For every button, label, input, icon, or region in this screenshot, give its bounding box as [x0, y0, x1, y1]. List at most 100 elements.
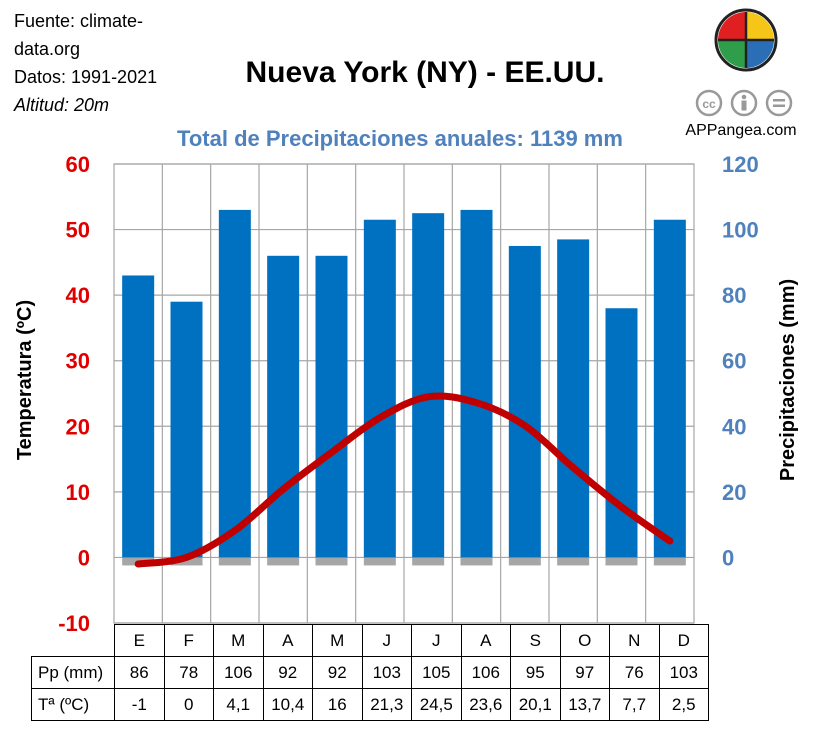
- precip-value: 92: [262, 656, 313, 689]
- month-label: M: [213, 624, 264, 657]
- precip-bar: [653, 219, 686, 558]
- precip-value: 97: [559, 656, 610, 689]
- precip-row-label: Pp (mm): [31, 656, 115, 689]
- month-label: N: [609, 624, 660, 657]
- left-tick-label: 30: [66, 349, 90, 374]
- month-label: E: [114, 624, 165, 657]
- table-corner: [32, 625, 115, 657]
- temp-value: 10,4: [262, 688, 313, 721]
- month-label: D: [658, 624, 709, 657]
- precip-bar-base: [412, 557, 445, 566]
- temp-value: -1: [114, 688, 165, 721]
- precip-bar: [267, 255, 300, 558]
- precip-bar-base: [460, 557, 493, 566]
- temp-value: 7,7: [609, 688, 660, 721]
- precip-bar: [557, 239, 590, 558]
- right-tick-label: 0: [722, 545, 734, 570]
- source-label-cont: data.org: [14, 39, 81, 59]
- temp-value: 24,5: [411, 688, 462, 721]
- dates-label: Datos: 1991-2021: [14, 67, 158, 87]
- temp-value: 20,1: [510, 688, 561, 721]
- right-tick-label: 40: [722, 414, 746, 439]
- precip-value: 76: [609, 656, 660, 689]
- temp-value: 2,5: [658, 688, 709, 721]
- month-label: O: [559, 624, 610, 657]
- precip-value: 92: [312, 656, 363, 689]
- precip-bar: [412, 213, 445, 558]
- right-axis-ticks: 0 20 40 60 80 100 120: [722, 152, 759, 570]
- left-axis-ticks: -10 0 10 20 30 40 50 60: [58, 152, 90, 636]
- precip-value: 105: [411, 656, 462, 689]
- left-tick-label: 20: [66, 414, 90, 439]
- precip-bar: [363, 219, 396, 558]
- month-label: J: [411, 624, 462, 657]
- month-label: A: [460, 624, 511, 657]
- precip-bar-base: [605, 557, 638, 566]
- precip-value: 106: [460, 656, 511, 689]
- grid-lines: [113, 163, 695, 624]
- temp-row-label: Tª (ºC): [31, 688, 115, 721]
- temp-value: 0: [163, 688, 214, 721]
- precip-bar-base: [508, 557, 541, 566]
- right-axis-title: Precipitaciones (mm): [777, 279, 799, 481]
- precip-bar: [508, 245, 541, 558]
- left-axis-title: Temperatura (ºC): [14, 300, 36, 460]
- brand-label: APPangea.com: [685, 122, 797, 139]
- left-tick-label: 40: [66, 283, 90, 308]
- right-tick-label: 80: [722, 283, 746, 308]
- temperature-line-path: [134, 392, 674, 568]
- table-row-temp: Tª (ºC) -1 0 4,1 10,4 16 21,3 24,5 23,6 20,1 13,7…: [31, 688, 709, 721]
- temp-value: 13,7: [559, 688, 610, 721]
- precip-value: 86: [114, 656, 165, 689]
- precip-bar-base: [267, 557, 300, 566]
- left-tick-label: 10: [66, 480, 90, 505]
- temp-value: 21,3: [361, 688, 412, 721]
- precip-value: 106: [213, 656, 264, 689]
- month-label: F: [163, 624, 214, 657]
- precip-value: 103: [658, 656, 709, 689]
- table-row-precip: Pp (mm) 86 78 106 92 92 103 105 106 95 97 76 103: [31, 656, 709, 689]
- left-tick-label: -10: [58, 611, 90, 636]
- left-tick-label: 0: [78, 545, 90, 570]
- right-tick-label: 100: [722, 218, 759, 243]
- appangea-logo-icon: [714, 8, 778, 72]
- precip-bar: [218, 209, 251, 558]
- month-label: S: [510, 624, 561, 657]
- source-label: Fuente: climate-: [14, 11, 144, 31]
- altitude-label: Altitud: 20m: [14, 95, 110, 115]
- precipitation-bars: [122, 209, 686, 566]
- precip-bar: [315, 255, 348, 558]
- precip-bar-base: [363, 557, 396, 566]
- left-tick-label: 50: [66, 218, 90, 243]
- temp-value: 23,6: [460, 688, 511, 721]
- svg-text:cc: cc: [702, 97, 716, 111]
- right-tick-label: 60: [722, 349, 746, 374]
- left-tick-label: 60: [66, 152, 90, 177]
- chart-subtitle: Total de Precipitaciones anuales: 1139 m…: [177, 126, 623, 151]
- precip-bar: [605, 308, 638, 558]
- month-label: A: [262, 624, 313, 657]
- precip-value: 103: [361, 656, 412, 689]
- temperature-line: [134, 392, 674, 568]
- precip-value: 78: [163, 656, 214, 689]
- precip-bar: [122, 275, 155, 558]
- precip-bar-base: [170, 557, 203, 566]
- precip-value: 95: [510, 656, 561, 689]
- precip-bar: [460, 209, 493, 558]
- chart-title: Nueva York (NY) - EE.UU.: [245, 56, 605, 89]
- precip-bar-base: [557, 557, 590, 566]
- precip-bar-base: [218, 557, 251, 566]
- precip-bar: [170, 301, 203, 558]
- month-label: M: [312, 624, 363, 657]
- precip-bar-base: [653, 557, 686, 566]
- temp-value: 4,1: [213, 688, 264, 721]
- creative-commons-icon: cc: [695, 89, 793, 117]
- right-tick-label: 20: [722, 480, 746, 505]
- temp-value: 16: [312, 688, 363, 721]
- precip-bar-base: [315, 557, 348, 566]
- right-tick-label: 120: [722, 152, 759, 177]
- month-label: J: [361, 624, 412, 657]
